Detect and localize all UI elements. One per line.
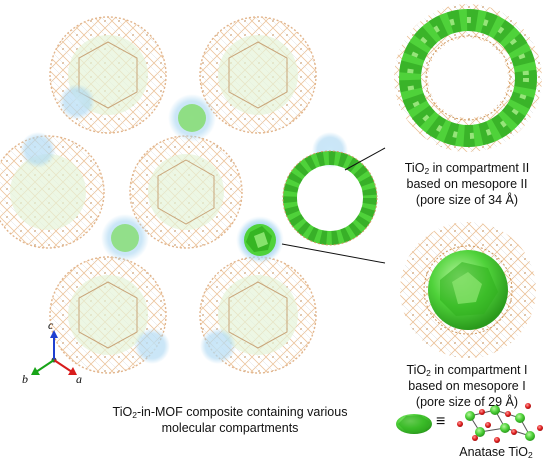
compartment-II-line1: TiO2 in compartment II	[404, 161, 530, 176]
tio2-compartment-I-marker	[238, 218, 282, 262]
compartment-I-line3: (pore size of 29 Å)	[415, 395, 519, 409]
main-caption-line1: TiO2-in-MOF composite containing various	[112, 405, 348, 420]
cage-top-right	[199, 16, 317, 134]
mof-framework-left	[0, 16, 378, 374]
cage-middle-left	[0, 135, 105, 249]
pore-glow	[134, 328, 170, 364]
axis-b-label: b	[22, 372, 28, 386]
connector-line-I	[281, 243, 386, 264]
tio2-particle-icon	[396, 414, 432, 434]
pore-glow	[59, 84, 95, 120]
compartment-I-detail	[400, 222, 536, 358]
tio2-small-cluster	[111, 104, 206, 252]
axis-c-label: c	[48, 318, 54, 332]
pore-glow	[20, 132, 56, 168]
compartment-II-detail	[394, 4, 542, 152]
main-caption: TiO2-in-MOF composite containing various…	[110, 404, 350, 436]
crystal-axes-icon	[31, 330, 77, 375]
pore-glow	[200, 328, 236, 364]
anatase-label: Anatase TiO2	[459, 445, 533, 460]
compartment-I-caption: TiO2 in compartment I based on mesopore …	[384, 362, 550, 410]
compartment-I-line2: based on mesopore I	[408, 379, 526, 393]
compartment-II-caption: TiO2 in compartment II based on mesopore…	[384, 160, 550, 208]
compartment-II-line3: (pore size of 34 Å)	[415, 193, 519, 207]
axis-a-label: a	[76, 372, 82, 386]
tio2-compartment-II-ring	[282, 150, 378, 246]
main-caption-line2: molecular compartments	[161, 421, 299, 435]
connector-line-II	[344, 147, 386, 171]
equivalence-symbol: ≡	[436, 413, 446, 430]
compartment-I-line1: TiO2 in compartment I	[406, 363, 528, 378]
compartment-II-line2: based on mesopore II	[406, 177, 528, 191]
cage-middle-center	[129, 135, 243, 249]
anatase-lattice-icon	[457, 403, 543, 443]
